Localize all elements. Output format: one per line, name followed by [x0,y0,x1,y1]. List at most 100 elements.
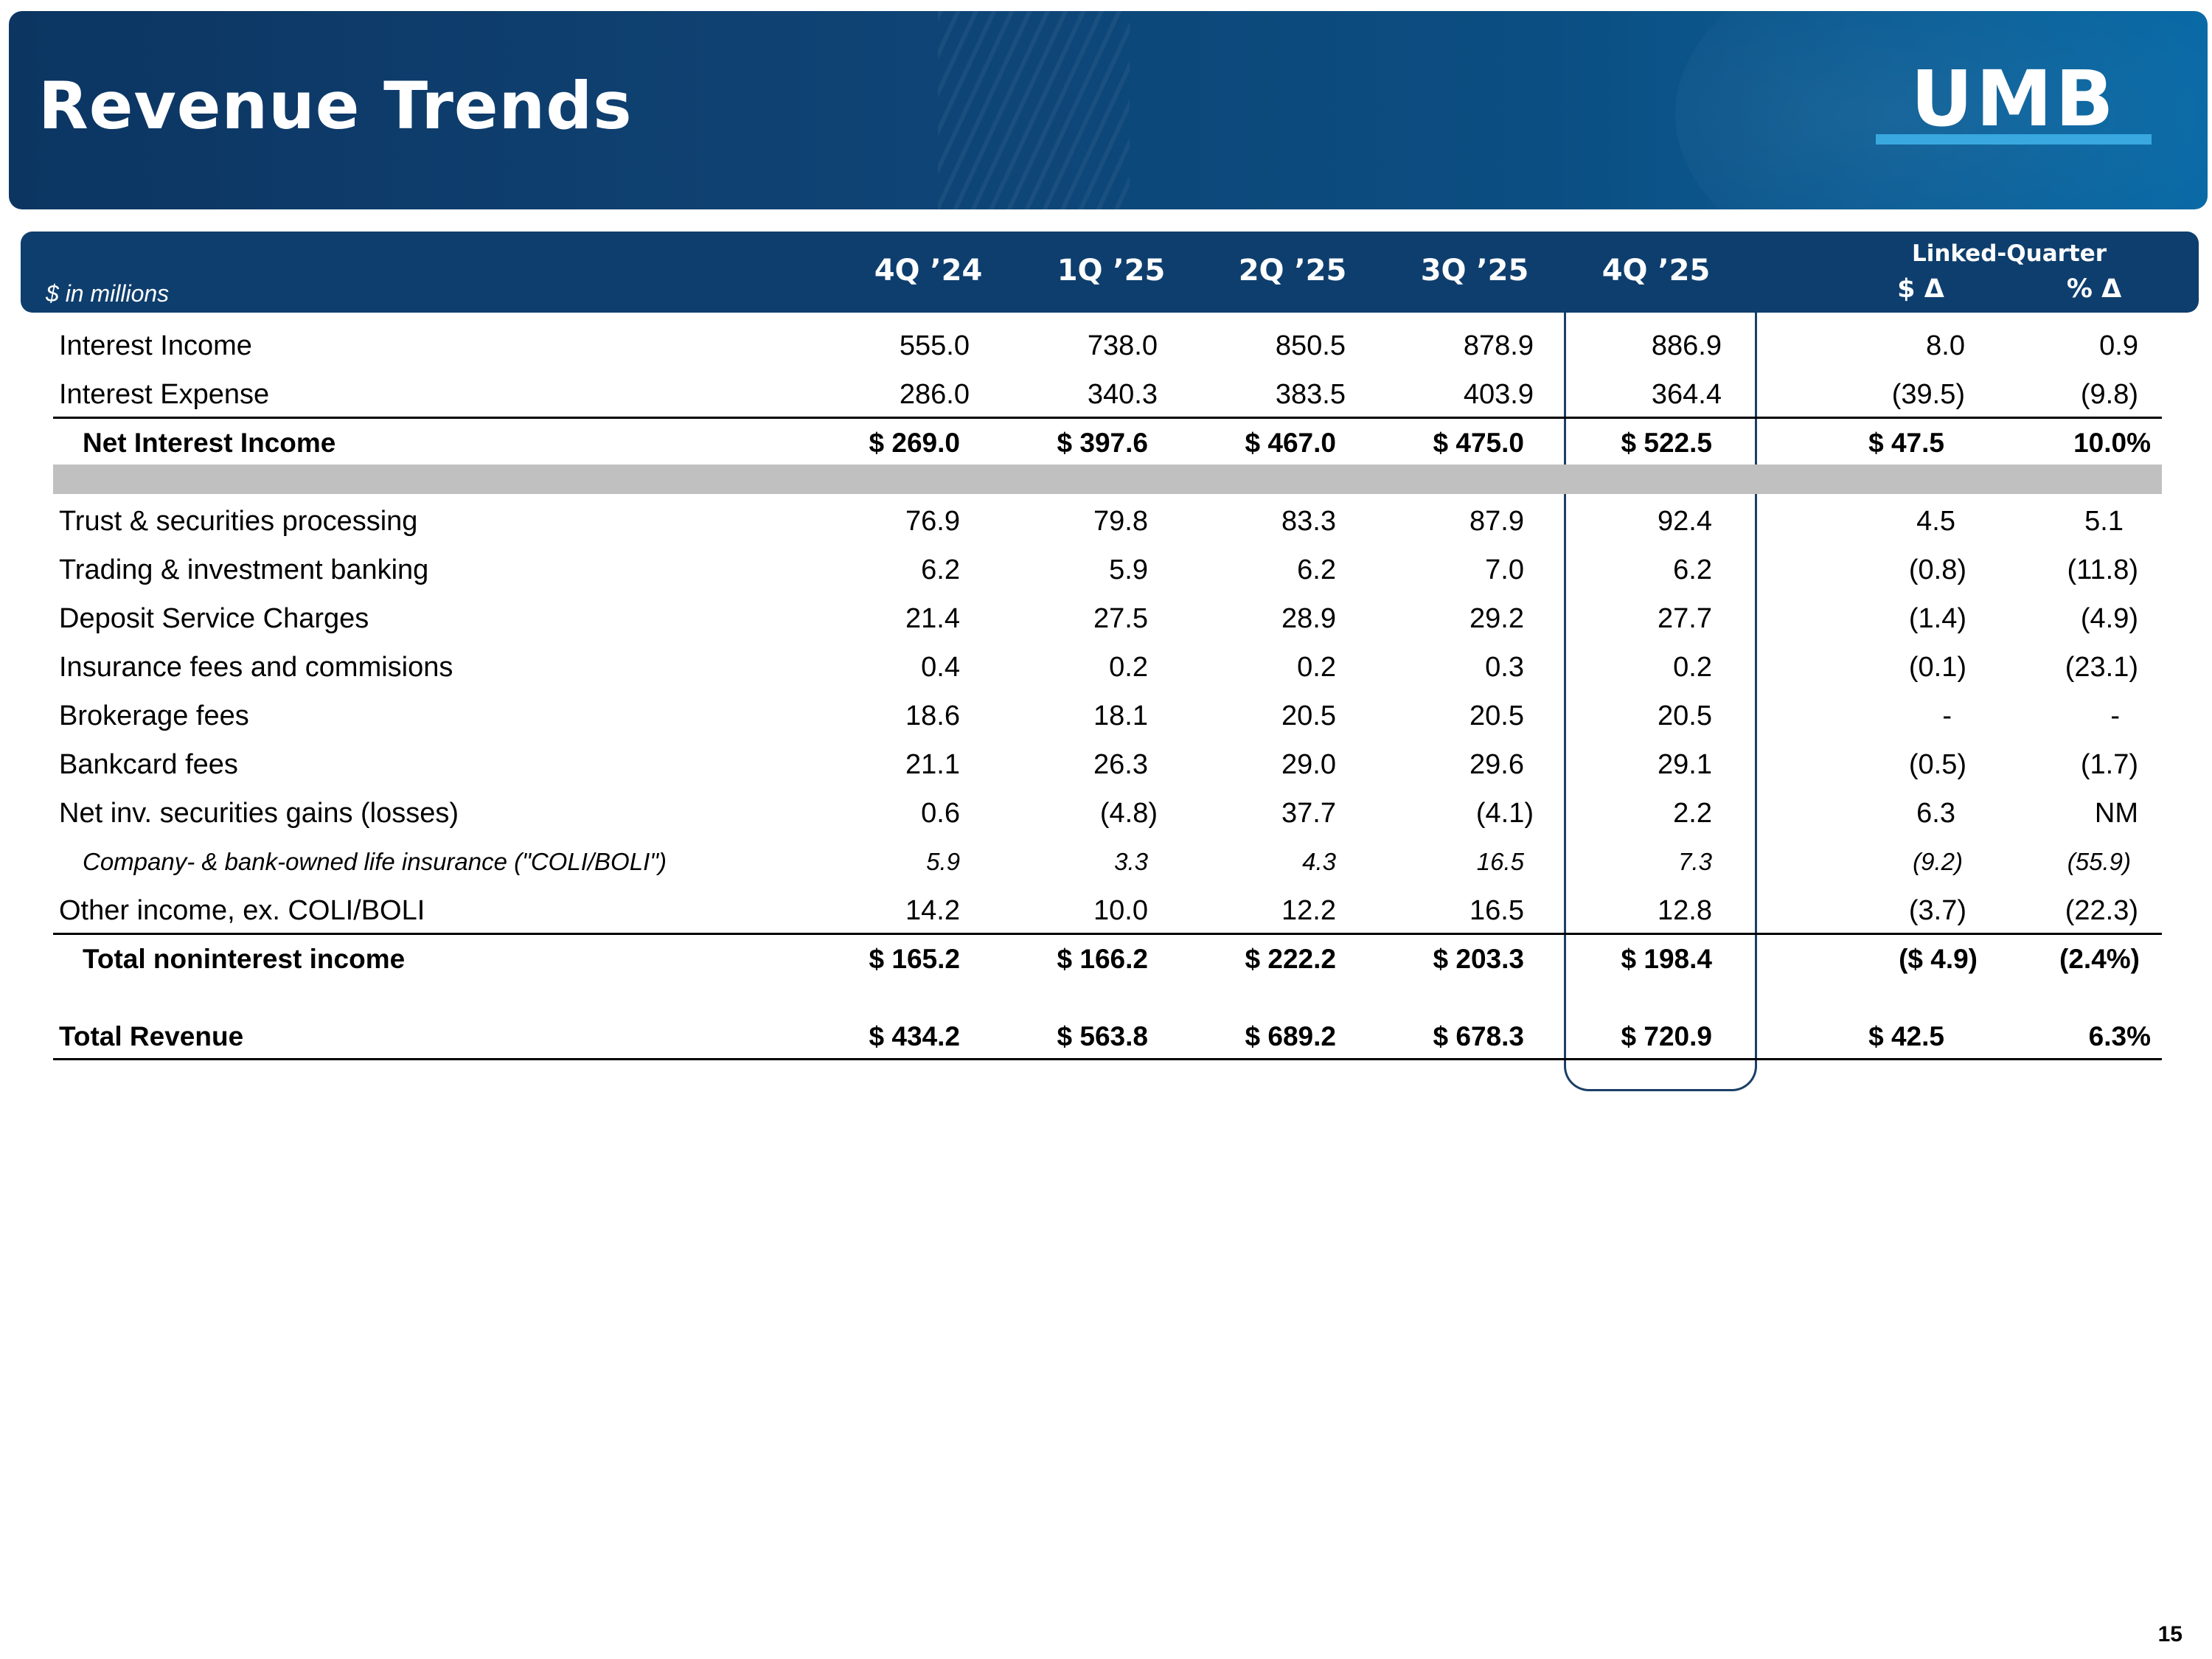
cell: 29.2 [1470,603,1524,634]
cell: 7.3 [1678,848,1712,875]
row-label: Net inv. securities gains (losses) [59,798,459,829]
table-row-memo: Company- & bank-owned life insurance ("C… [53,842,2162,882]
linked-quarter-header: Linked-Quarter [1911,240,2107,267]
cell: 5.9 [1109,554,1148,585]
cell: $ 720.9 [1621,1021,1712,1051]
column-header: 3Q ’25 [1420,254,1529,288]
banner-stripes [938,11,1130,209]
cell: 878.9 [1463,330,1534,361]
table-row: Bankcard fees 21.1 26.3 29.0 29.6 29.1 (… [53,745,2162,785]
cell: $ 678.3 [1433,1021,1524,1051]
subtotal-rule [53,417,2162,419]
table-row: Insurance fees and commisions 0.4 0.2 0.… [53,647,2162,687]
cell: 6.3 [1916,798,1955,829]
cell: 286.0 [899,379,970,410]
table-row: Brokerage fees 18.6 18.1 20.5 20.5 20.5 … [53,696,2162,736]
units-note: $ in millions [46,280,170,307]
row-label: Total Revenue [59,1021,244,1051]
cell: 2.2 [1673,798,1712,829]
row-label: Company- & bank-owned life insurance ("C… [83,848,667,875]
cell: 14.2 [905,895,960,926]
percent-change-header: % Δ [2066,274,2122,304]
column-header: 4Q ’24 [874,254,983,288]
cell: 383.5 [1275,379,1346,410]
latest-quarter-highlight [1564,313,1757,1091]
cell: 79.8 [1093,506,1148,537]
cell: (0.8) [1908,554,1966,585]
cell: $ 434.2 [869,1021,960,1051]
cell: (9.8) [2080,379,2138,410]
row-label: Deposit Service Charges [59,603,369,634]
cell: $ 198.4 [1621,944,1712,974]
cell: 3.3 [1114,848,1148,875]
cell: 6.3% [2088,1021,2151,1051]
cell: 738.0 [1087,330,1158,361]
cell: 555.0 [899,330,970,361]
cell: 12.2 [1281,895,1336,926]
cell: 10.0 [1093,895,1148,926]
banner-swoosh [1675,11,2208,209]
cell: 18.1 [1093,700,1148,731]
cell: 6.2 [1297,554,1336,585]
cell: 340.3 [1087,379,1158,410]
table-header [21,232,2199,313]
cell: 76.9 [905,506,960,537]
table-row: Deposit Service Charges 21.4 27.5 28.9 2… [53,599,2162,639]
cell: 364.4 [1651,379,1722,410]
table-row-subtotal: Net Interest Income $ 269.0 $ 397.6 $ 46… [53,423,2162,463]
cell: (23.1) [2065,652,2138,683]
row-label: Trading & investment banking [59,554,429,585]
cell: $ 42.5 [1868,1021,1944,1051]
cell: 83.3 [1281,506,1336,537]
cell: 5.9 [926,848,960,875]
cell: 29.6 [1470,749,1524,780]
cell: 29.1 [1658,749,1712,780]
row-label: Other income, ex. COLI/BOLI [59,895,425,926]
cell: 21.4 [905,603,960,634]
cell: 8.0 [1926,330,1965,361]
cell: 29.0 [1281,749,1336,780]
cell: 87.9 [1470,506,1524,537]
cell: 850.5 [1275,330,1346,361]
cell: 403.9 [1463,379,1534,410]
cell: $ 269.0 [869,428,960,458]
cell: 5.1 [2084,506,2124,537]
cell: 6.2 [1673,554,1712,585]
cell: (0.5) [1908,749,1966,780]
cell: $ 475.0 [1433,428,1524,458]
cell: - [1942,700,1952,731]
row-label: Interest Expense [59,379,270,410]
total-rule [53,1058,2162,1060]
cell: 12.8 [1658,895,1712,926]
table-row: Net inv. securities gains (losses) 0.6 (… [53,793,2162,833]
cell: (55.9) [2067,848,2131,875]
cell: 0.6 [921,798,960,829]
cell: 4.3 [1302,848,1336,875]
cell: 0.2 [1297,652,1336,683]
cell: 26.3 [1093,749,1148,780]
cell: 886.9 [1651,330,1722,361]
cell: 0.3 [1485,652,1524,683]
cell: (9.2) [1913,848,1963,875]
logo-underline [1876,134,2152,145]
row-label: Trust & securities processing [59,506,418,537]
cell: 21.1 [905,749,960,780]
table-row-subtotal: Total noninterest income $ 165.2 $ 166.2… [53,939,2162,979]
column-header: 4Q ’25 [1601,254,1711,288]
cell: - [2110,700,2120,731]
cell: $ 397.6 [1057,428,1148,458]
cell: 28.9 [1281,603,1336,634]
cell: 16.5 [1470,895,1524,926]
cell: $ 522.5 [1621,428,1712,458]
cell: $ 563.8 [1057,1021,1148,1051]
table-row: Other income, ex. COLI/BOLI 14.2 10.0 12… [53,891,2162,931]
row-label: Interest Income [59,330,252,361]
cell: 27.5 [1093,603,1148,634]
cell: 0.2 [1673,652,1712,683]
cell: (4.9) [2080,603,2138,634]
column-header: 1Q ’25 [1057,254,1166,288]
cell: $ 166.2 [1057,944,1148,974]
section-separator-band [53,465,2162,494]
table-row: Trading & investment banking 6.2 5.9 6.2… [53,550,2162,590]
column-header: 2Q ’25 [1238,254,1347,288]
